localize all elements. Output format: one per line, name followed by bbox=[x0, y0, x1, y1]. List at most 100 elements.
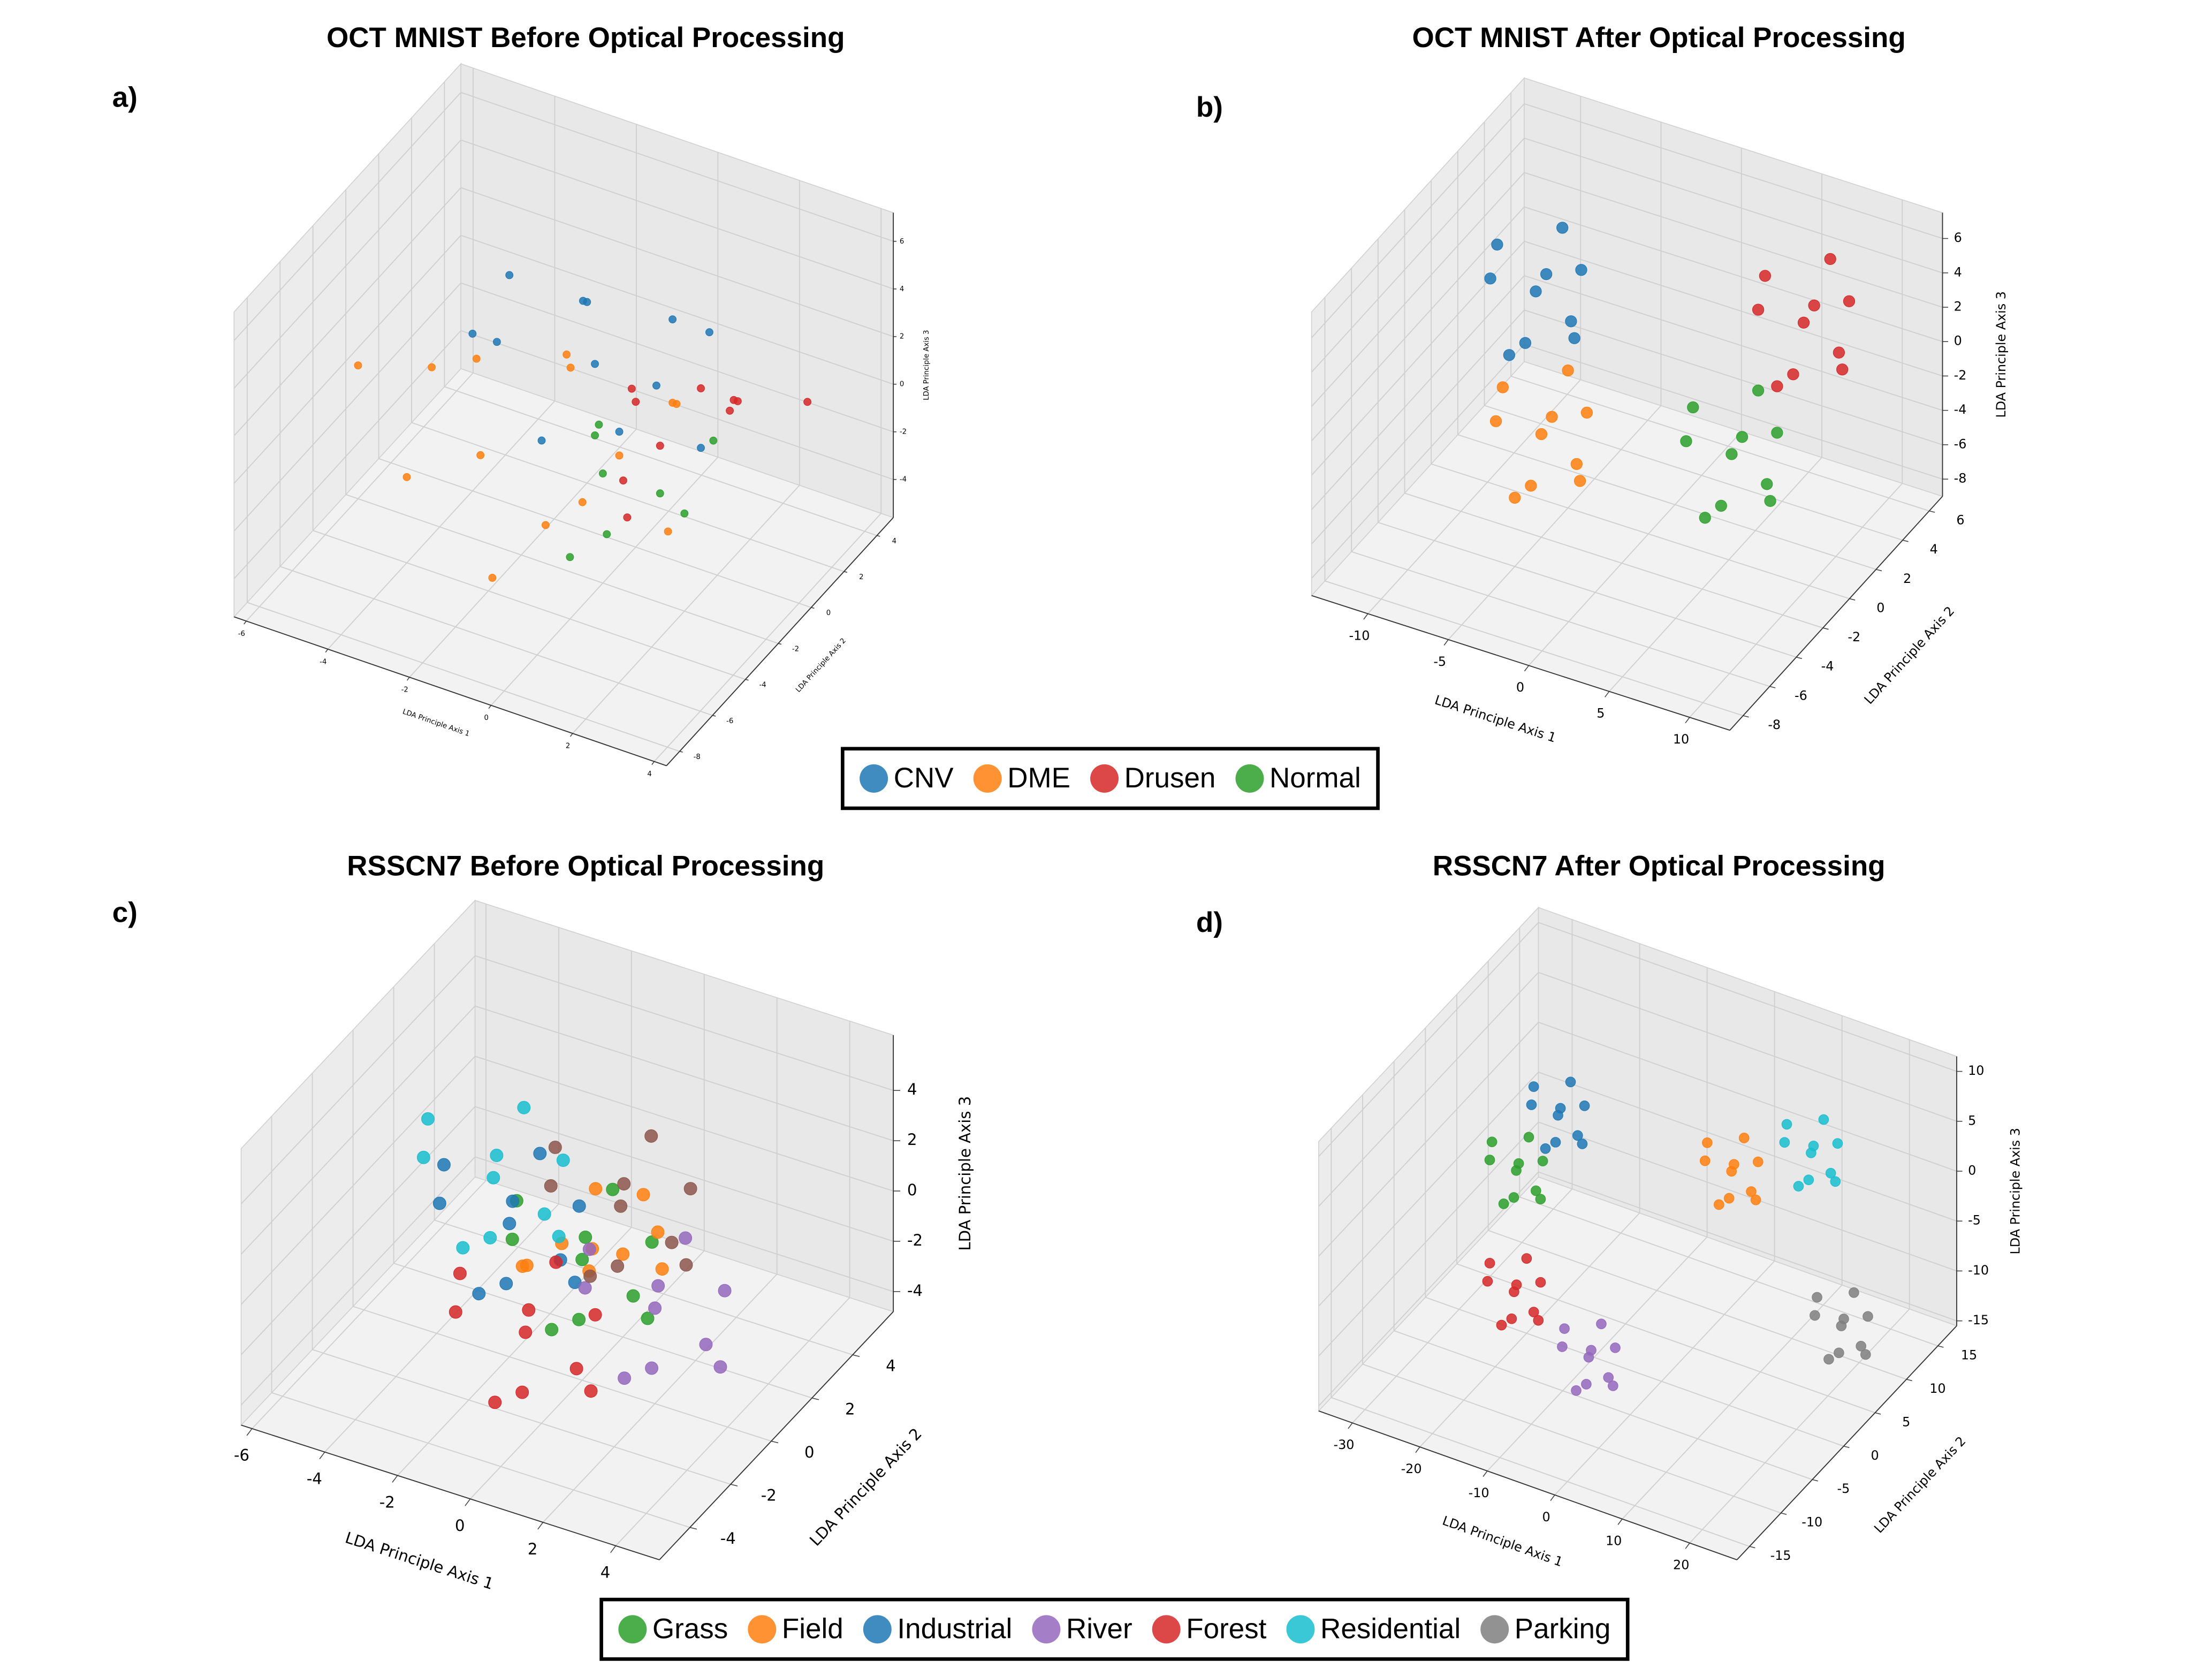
point bbox=[1491, 238, 1503, 251]
grid-line bbox=[1524, 103, 1943, 239]
tick-mark bbox=[1822, 627, 1829, 630]
tick-mark bbox=[1348, 1422, 1353, 1429]
point bbox=[803, 398, 812, 406]
point bbox=[1725, 448, 1738, 460]
tick-label: -2 bbox=[907, 1231, 923, 1249]
grid-line bbox=[653, 513, 881, 762]
tick-label: -6 bbox=[1795, 688, 1807, 703]
grid-line bbox=[1524, 344, 1943, 480]
tick-mark bbox=[392, 1475, 398, 1483]
point bbox=[615, 428, 624, 436]
point bbox=[1781, 1119, 1792, 1130]
point bbox=[1528, 1081, 1539, 1092]
tick-label: -4 bbox=[720, 1529, 736, 1547]
tick-mark bbox=[1685, 717, 1690, 724]
point bbox=[619, 476, 627, 485]
grid-line bbox=[1362, 1363, 1781, 1514]
tick-mark bbox=[407, 677, 410, 681]
tick-label: -4 bbox=[907, 1281, 923, 1300]
point bbox=[483, 1231, 497, 1245]
point bbox=[1746, 1186, 1757, 1197]
x-axis-line bbox=[1311, 595, 1730, 731]
point bbox=[588, 1308, 602, 1322]
grid-line bbox=[1524, 240, 1943, 377]
point bbox=[1836, 363, 1849, 376]
grid-line bbox=[444, 386, 877, 536]
point bbox=[522, 1303, 536, 1317]
point bbox=[1699, 1155, 1711, 1166]
grid-line bbox=[1404, 492, 1823, 628]
tick-label: 0 bbox=[1871, 1448, 1879, 1463]
tick-label: 2 bbox=[900, 333, 904, 341]
grid-line bbox=[1425, 1296, 1844, 1447]
grid-line bbox=[1351, 551, 1770, 687]
tick-label: 0 bbox=[1542, 1509, 1550, 1524]
tick-mark bbox=[1743, 715, 1749, 718]
panel-label: a) bbox=[112, 81, 138, 113]
point bbox=[1752, 384, 1765, 397]
point bbox=[517, 1101, 531, 1114]
point bbox=[713, 1360, 727, 1374]
point bbox=[428, 363, 436, 371]
point bbox=[1530, 1185, 1541, 1196]
tick-label: 0 bbox=[484, 714, 488, 722]
point bbox=[1793, 1181, 1804, 1192]
point bbox=[589, 1182, 603, 1196]
point bbox=[1810, 1310, 1820, 1321]
tick-label: -2 bbox=[1954, 368, 1967, 383]
grid-line bbox=[233, 187, 461, 436]
tick-label: -6 bbox=[234, 1446, 249, 1465]
legend-marker bbox=[863, 1615, 892, 1644]
point bbox=[1750, 1194, 1761, 1205]
point bbox=[1574, 475, 1586, 487]
grid-line bbox=[233, 282, 461, 532]
tick-label: 4 bbox=[907, 1080, 917, 1098]
point bbox=[505, 271, 514, 279]
point bbox=[648, 1301, 662, 1315]
point bbox=[468, 329, 477, 338]
legend-marker bbox=[1480, 1615, 1509, 1644]
legend: Grass Field Industrial River Forest Residenti… bbox=[618, 1613, 1610, 1644]
point bbox=[718, 1284, 732, 1298]
point bbox=[1833, 346, 1845, 359]
point bbox=[566, 553, 574, 562]
grid-line bbox=[271, 1392, 690, 1528]
point bbox=[1557, 1341, 1568, 1352]
tick-label: -4 bbox=[307, 1469, 322, 1488]
legend-marker bbox=[1286, 1615, 1315, 1644]
grid-line bbox=[475, 1156, 894, 1292]
point bbox=[1575, 264, 1587, 276]
tick-label: 2 bbox=[528, 1540, 538, 1558]
tick-label: -2 bbox=[792, 645, 799, 653]
point bbox=[499, 1277, 513, 1291]
point bbox=[668, 398, 677, 407]
tick-label: 0 bbox=[1516, 680, 1524, 695]
grid-line bbox=[233, 92, 461, 341]
point bbox=[1565, 315, 1577, 328]
point bbox=[1863, 1311, 1873, 1322]
point bbox=[614, 1199, 628, 1213]
tick-label: 0 bbox=[826, 609, 831, 617]
tick-mark bbox=[811, 1397, 819, 1400]
point bbox=[1540, 1143, 1551, 1154]
point bbox=[1511, 1279, 1522, 1291]
point bbox=[1509, 491, 1521, 504]
point bbox=[1537, 1156, 1548, 1166]
tick-label: 20 bbox=[1673, 1557, 1689, 1572]
tick-label: -8 bbox=[694, 753, 701, 761]
tick-mark bbox=[1906, 1379, 1912, 1382]
grid-line bbox=[469, 1250, 705, 1499]
point bbox=[488, 574, 497, 582]
grid-line bbox=[1311, 172, 1525, 407]
grid-line bbox=[1524, 172, 1943, 308]
tick-label: 10 bbox=[1673, 732, 1689, 747]
grid-line bbox=[1311, 103, 1525, 338]
panel-label: c) bbox=[112, 897, 138, 929]
grid-line bbox=[475, 1106, 894, 1242]
grid-line bbox=[1311, 309, 1525, 544]
tick-mark bbox=[730, 1484, 738, 1486]
point bbox=[1702, 1137, 1713, 1148]
grid-line bbox=[411, 422, 845, 572]
grid-line bbox=[1318, 1072, 1539, 1307]
